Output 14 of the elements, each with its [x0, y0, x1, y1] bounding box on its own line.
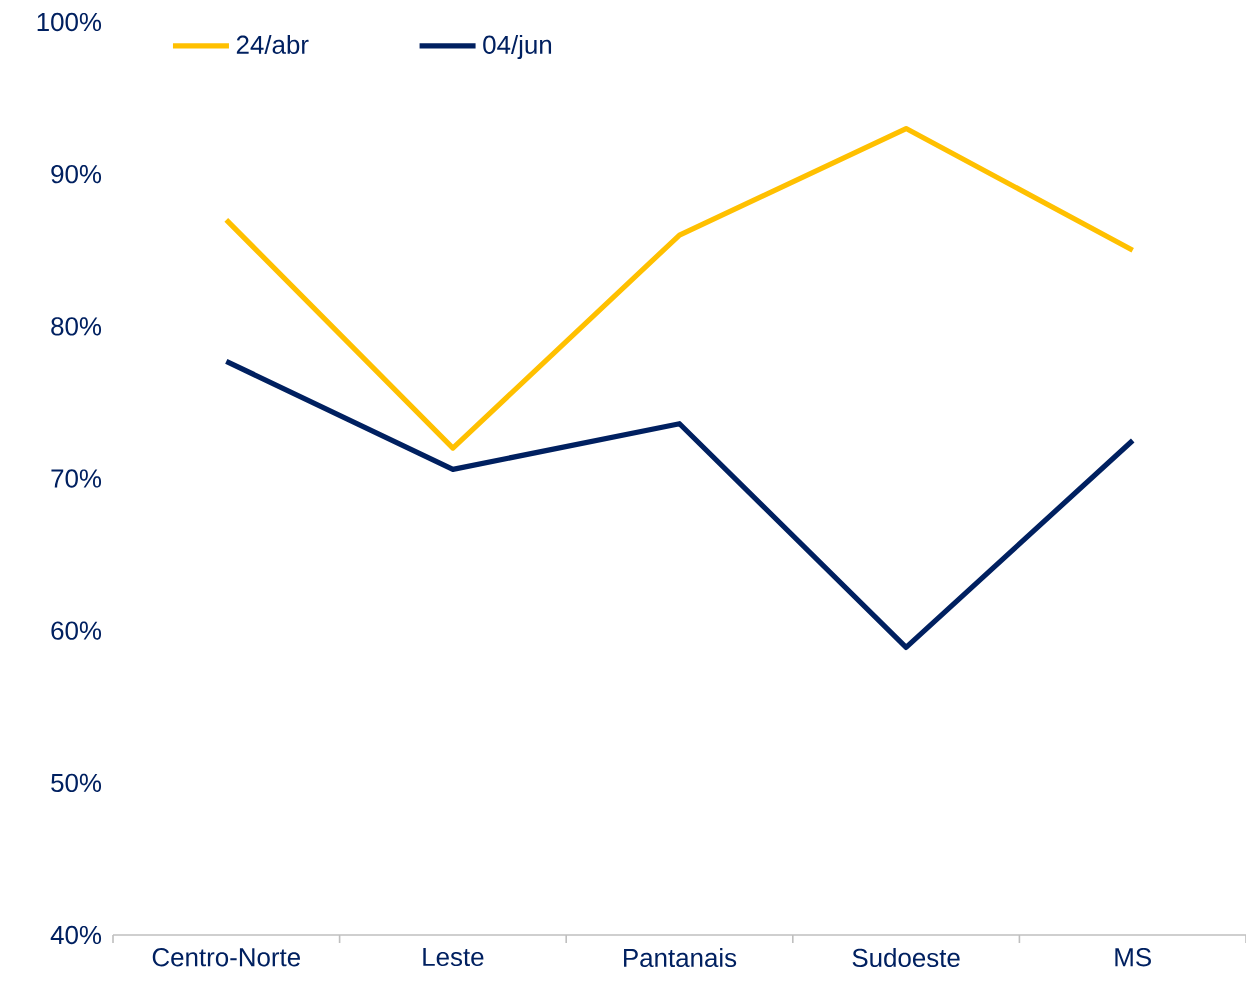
y-tick-label: 50% [51, 773, 102, 792]
y-tick-label: 60% [51, 621, 102, 640]
y-tick-label: 80% [51, 317, 102, 336]
x-tick-label: MS [1115, 948, 1151, 967]
y-tick-label: 100% [37, 12, 102, 32]
x-tick-label: Sudoeste [852, 948, 960, 968]
y-tick-label: 40% [50, 925, 102, 945]
legend-label: 04/jun [483, 34, 552, 60]
legend-label: 24/abr [236, 34, 309, 54]
y-tick-label: 70% [51, 469, 102, 488]
x-tick-label: Centro-Norte [152, 948, 300, 967]
y-tick-label: 90% [51, 164, 102, 184]
x-tick-label: Leste [423, 948, 484, 967]
x-tick-label: Pantanais [624, 948, 737, 968]
